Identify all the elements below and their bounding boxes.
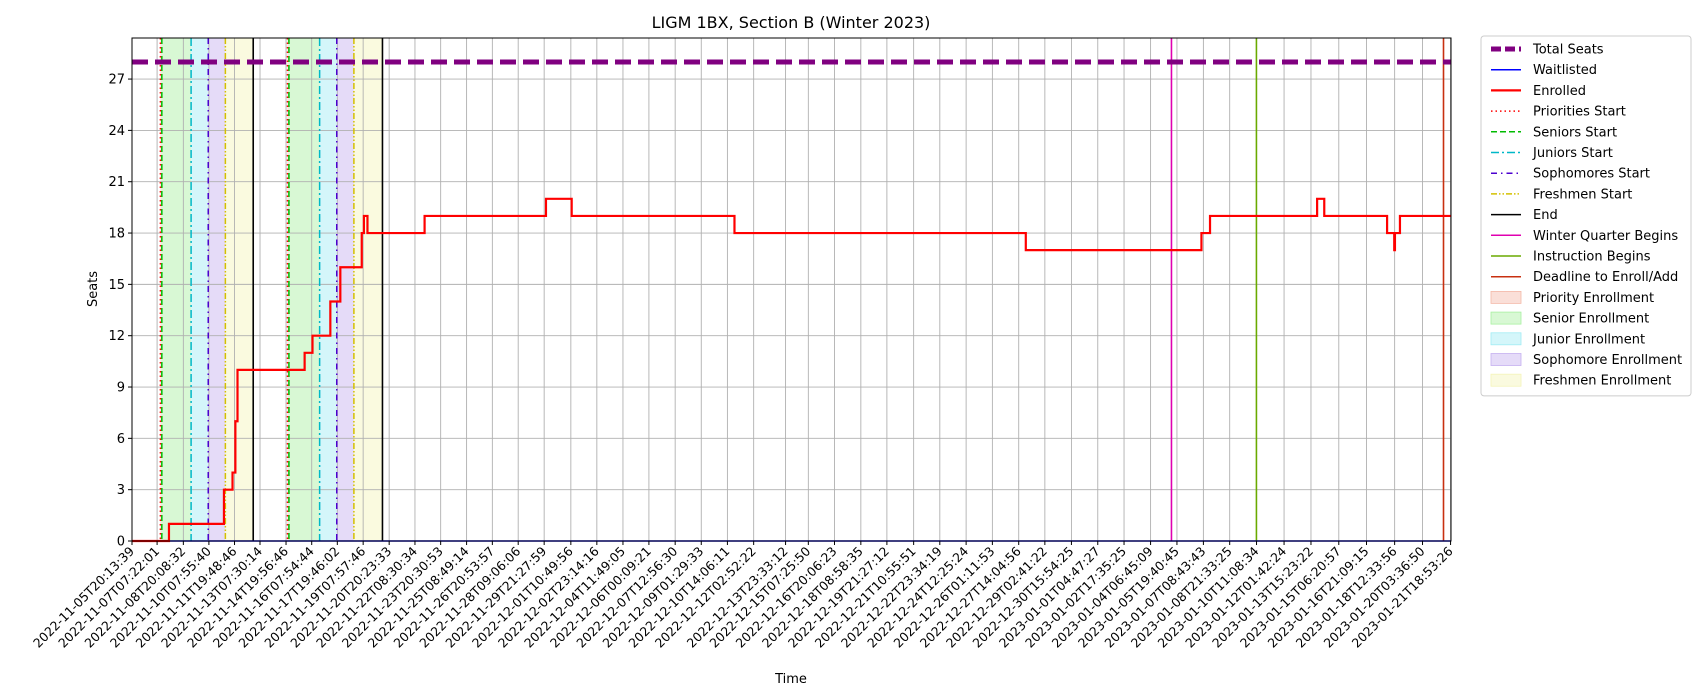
enrollment-span [319,38,337,541]
y-tick-label: 3 [117,483,125,498]
legend-label: Total Seats [1532,43,1604,58]
legend-box [1480,35,1692,397]
legend-swatch [1490,353,1522,366]
series-line [132,197,1451,543]
y-tick-label: 9 [117,381,125,396]
y-tick-label: 12 [108,329,125,344]
legend-label: Instruction Begins [1533,250,1651,265]
enrollment-span [336,38,354,541]
y-tick-label: 24 [108,124,125,139]
enrollment-span [208,38,226,541]
y-tick-label: 18 [108,227,125,242]
legend-label: Sophomore Enrollment [1533,353,1682,368]
enrollment-span [225,38,254,541]
y-axis: 0 3 6 9 12 15 18 21 24 27 [108,73,132,550]
legend-label: Enrolled [1533,84,1586,99]
enrollment-span [353,38,383,541]
x-axis: 2022-11-05T20:13:392022-11-07T07:22:0120… [30,541,1456,651]
legend-label: Winter Quarter Begins [1533,229,1678,244]
y-tick-label: 15 [108,278,125,293]
enrollment-span [287,38,289,541]
legend-swatch [1490,373,1522,387]
legend-label: Priority Enrollment [1533,291,1654,306]
enrollment-span [191,38,209,541]
y-tick-label: 0 [117,535,125,550]
y-tick-label: 6 [117,432,125,447]
legend-label: End [1533,208,1558,223]
y-axis-label: Seats [86,271,101,307]
legend-label: Sophomores Start [1533,167,1650,182]
plot-background [132,38,1451,541]
legend-label: Seniors Start [1533,125,1617,140]
y-tick-label: 21 [108,175,125,190]
legend-label: Priorities Start [1533,105,1626,120]
enrollment-span [160,38,162,541]
legend: Total Seats Waitlisted Enrolled Priorities … [1480,35,1692,397]
x-axis-label: Time [774,672,807,687]
legend-label: Waitlisted [1533,63,1597,78]
legend-label: Senior Enrollment [1533,312,1649,327]
legend-label: Deadline to Enroll/Add [1533,270,1678,285]
legend-label: Freshmen Enrollment [1533,374,1671,389]
legend-swatch [1490,332,1522,346]
legend-swatch [1490,311,1522,325]
legend-label: Junior Enrollment [1532,332,1645,347]
legend-label: Juniors Start [1532,146,1613,161]
legend-swatch [1490,290,1522,304]
plot-area [131,37,1452,543]
legend-label: Freshmen Start [1533,187,1632,202]
enrollment-span [288,38,320,541]
chart-title: LIGM 1BX, Section B (Winter 2023) [652,13,931,32]
y-tick-label: 27 [108,73,125,88]
enrollment-span [161,38,192,541]
plot-frame [131,37,1452,542]
